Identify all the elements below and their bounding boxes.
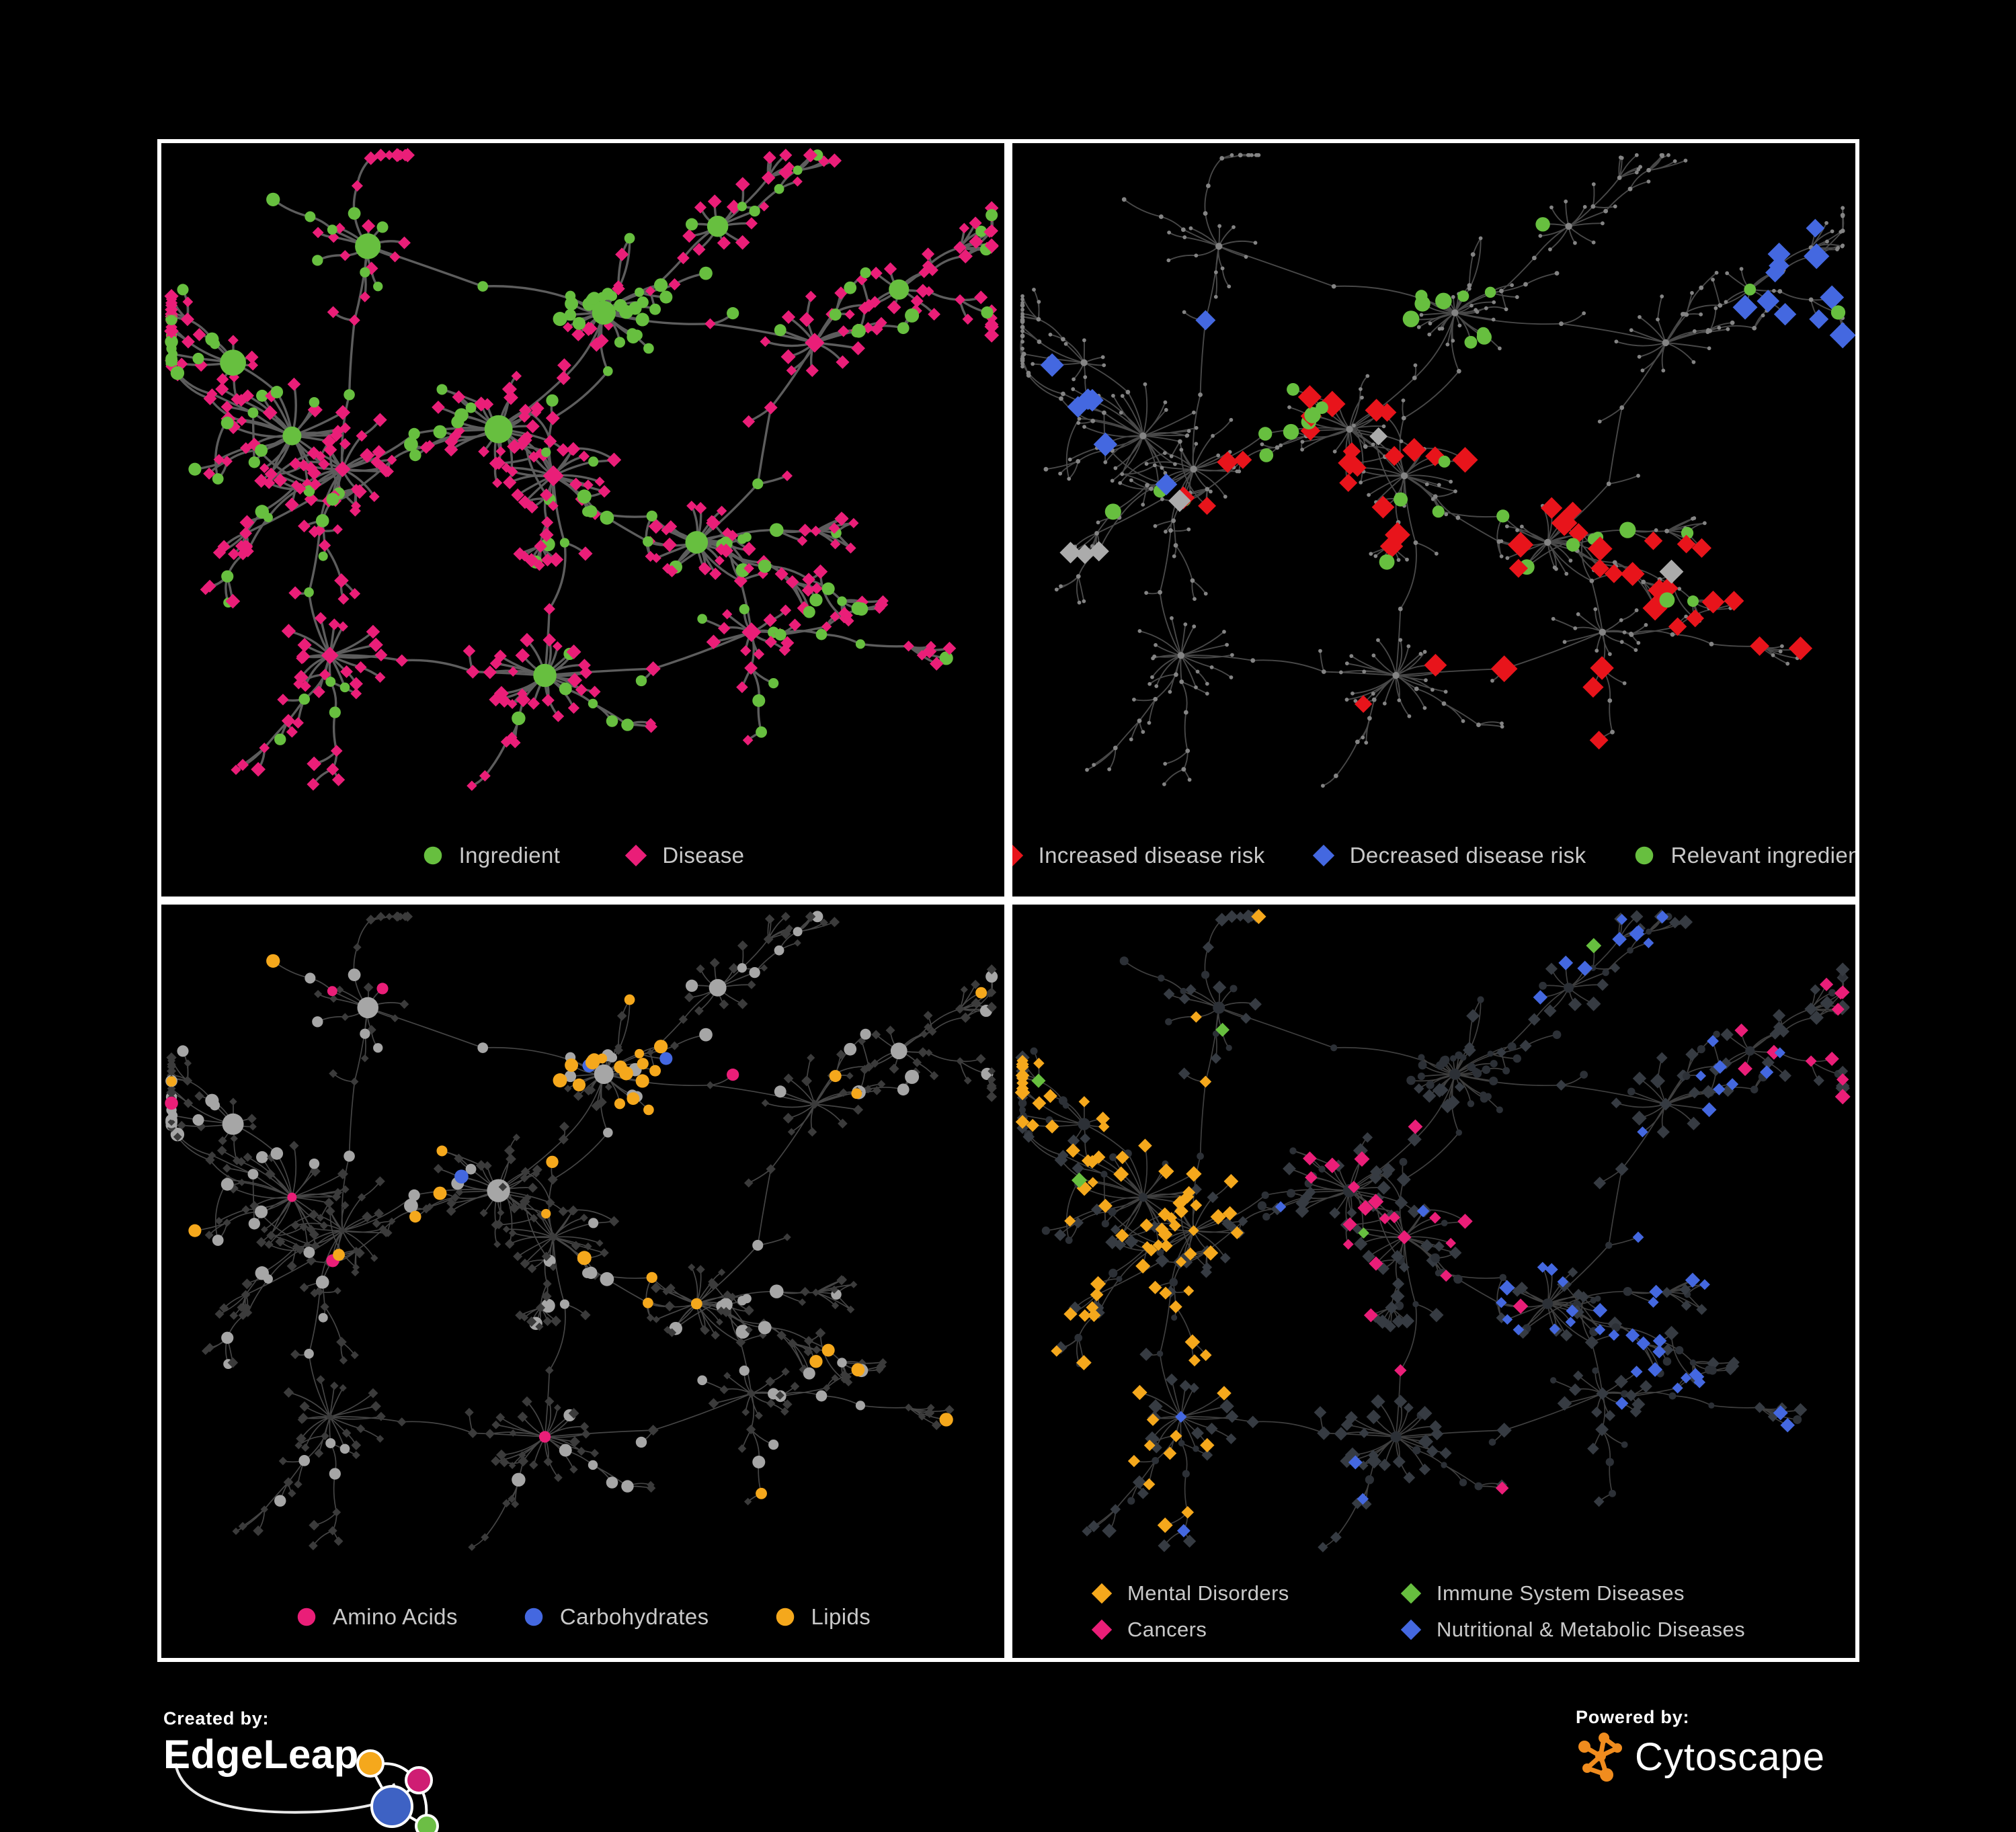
increased-risk-marker-icon (1012, 845, 1023, 866)
carbohydrates-marker-icon (524, 1608, 543, 1626)
immune-system-marker-icon (1400, 1583, 1422, 1604)
network-nodes-base (1020, 153, 1845, 788)
mental-disorders-marker-icon (1091, 1583, 1113, 1604)
network-nodes-base (1015, 909, 1850, 1552)
legend-label: Lipids (811, 1604, 871, 1629)
disease-marker-icon (625, 844, 647, 867)
legend-label: Immune System Diseases (1437, 1581, 1685, 1605)
nutritional-metabolic-marker-icon (1400, 1619, 1422, 1640)
legend-item-increased-risk: Increased disease risk (1012, 843, 1265, 868)
powered-by-label: Powered by: (1576, 1707, 1690, 1727)
lipids-marker-icon (776, 1608, 794, 1626)
legend-disease-risk: Increased disease risk Decreased disease… (1012, 843, 1855, 868)
legend-label: Nutritional & Metabolic Diseases (1437, 1618, 1746, 1641)
panel-disease-class-network: Mental Disorders Immune System Diseases … (1008, 901, 1859, 1662)
legend-label: Increased disease risk (1038, 843, 1265, 868)
legend-item-carbohydrates: Carbohydrates (522, 1604, 709, 1630)
cancers-marker-icon (1091, 1619, 1113, 1640)
panel-chemical-class-network: Amino Acids Carbohydrates Lipids (157, 901, 1008, 1662)
legend-disease-class: Mental Disorders Immune System Diseases … (1012, 1581, 1855, 1642)
edgeleap-node-yellow (356, 1749, 385, 1778)
legend-item-ingredient: Ingredient (421, 843, 561, 868)
legend-ingredient-disease: Ingredient Disease (161, 843, 1004, 868)
legend-item-cancers: Cancers (1091, 1618, 1380, 1642)
network-nodes-highlight (165, 954, 987, 1499)
legend-label: Disease (662, 843, 745, 868)
network-nodes-base (165, 911, 998, 1551)
legend-chemical-class: Amino Acids Carbohydrates Lipids (161, 1604, 1004, 1630)
cytoscape-wordmark: Cytoscape (1635, 1735, 1826, 1779)
network-graph-chemical-class (165, 911, 998, 1551)
network-graph-ingredient-disease (164, 148, 1000, 791)
legend-item-lipids: Lipids (774, 1604, 871, 1630)
cytoscape-logo-icon (1578, 1733, 1622, 1782)
edgeleap-wordmark: EdgeLeap (163, 1732, 359, 1777)
edgeleap-node-pink (405, 1766, 433, 1794)
edgeleap-node-green (415, 1814, 439, 1832)
created-by-label: Created by: (163, 1708, 270, 1729)
legend-item-amino-acids: Amino Acids (295, 1604, 458, 1630)
relevant-ingredient-marker-icon (1636, 846, 1654, 865)
network-nodes-base (164, 148, 1000, 791)
legend-item-disease: Disease (624, 843, 744, 868)
legend-label: Ingredient (458, 843, 561, 868)
network-nodes-highlight (165, 165, 998, 738)
panel-ingredient-disease-network: Ingredient Disease (157, 139, 1008, 901)
network-graph-disease-class (1014, 909, 1851, 1552)
network-nodes-highlight (1014, 909, 1851, 1538)
panel-disease-risk-network: Increased disease risk Decreased disease… (1008, 139, 1859, 901)
legend-item-immune-system-diseases: Immune System Diseases (1400, 1581, 1777, 1606)
ingredient-marker-icon (424, 846, 442, 865)
legend-label: Relevant ingredient (1670, 843, 1859, 868)
legend-item-relevant-ingredient: Relevant ingredient (1633, 843, 1859, 868)
legend-item-nutritional-metabolic-diseases: Nutritional & Metabolic Diseases (1400, 1618, 1777, 1642)
edgeleap-logo-icon (174, 1749, 439, 1832)
legend-label: Cancers (1127, 1618, 1207, 1641)
legend-label: Decreased disease risk (1349, 843, 1586, 868)
cytoscape-lockup: Powered by: (1576, 1707, 1858, 1788)
legend-item-decreased-risk: Decreased disease risk (1312, 843, 1586, 868)
network-graph-disease-risk (1020, 153, 1855, 788)
legend-label: Mental Disorders (1127, 1581, 1289, 1605)
amino-acids-marker-icon (297, 1608, 316, 1626)
decreased-risk-marker-icon (1312, 844, 1334, 867)
edgeleap-lockup: Created by: EdgeLeap (163, 1708, 540, 1832)
legend-item-mental-disorders: Mental Disorders (1091, 1581, 1380, 1606)
edgeleap-node-blue (370, 1785, 413, 1828)
legend-label: Amino Acids (332, 1604, 458, 1629)
legend-label: Carbohydrates (559, 1604, 709, 1629)
panel-grid: Ingredient Disease Increased disease ris… (157, 139, 1859, 1662)
